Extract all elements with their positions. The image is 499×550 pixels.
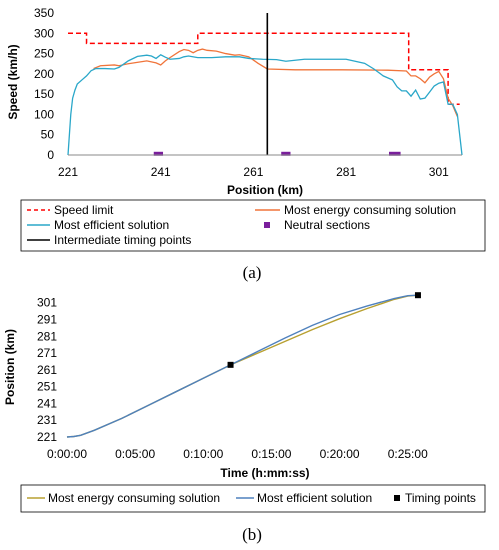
panel-a-speed-chart: Speed (km/h) 0 50 100 150 200 250 300 350 221 24… (6, 6, 486, 282)
panel-b-y-tick-label: 281 (37, 329, 57, 343)
legend-item-b-efficient: Most efficient solution (236, 491, 372, 505)
panel-a-x-tick-label: 301 (429, 165, 449, 179)
legend-item-timing-points: Intermediate timing points (27, 233, 191, 247)
panel-a-label: (a) (243, 263, 262, 282)
legend-label-efficient: Most efficient solution (54, 218, 169, 232)
panel-b-y-tick-label: 301 (37, 296, 57, 310)
panel-b-series (66, 292, 421, 438)
panel-a-legend-box (20, 199, 486, 252)
panel-a-y-tick-label: 50 (41, 128, 55, 142)
panel-b-y-tick-label: 271 (37, 346, 57, 360)
panel-b-label: (b) (242, 525, 262, 544)
neutral-section-marker (388, 151, 401, 156)
panel-b-y-tick-label: 261 (37, 363, 57, 377)
series-b-energy-consuming (66, 294, 419, 438)
legend-item-neutral-sections: Neutral sections (264, 218, 370, 232)
panel-b-ylabel: Position (km) (3, 329, 17, 405)
legend-label-speed-limit: Speed limit (54, 203, 114, 217)
panel-b-x-tick-label: 0:00:00 (47, 447, 87, 461)
panel-a-xlabel: Position (km) (227, 183, 303, 197)
panel-a-y-tick-label: 350 (34, 6, 54, 20)
series-b-efficient (66, 294, 418, 438)
legend-label-b-efficient: Most efficient solution (257, 491, 372, 505)
legend-item-b-energy-consuming: Most energy consuming solution (27, 491, 220, 505)
panel-a-x-tick-label: 261 (243, 165, 263, 179)
legend-swatch-neutral-sections (264, 222, 270, 228)
legend-label-neutral-sections: Neutral sections (284, 218, 370, 232)
panel-a-y-ticks: 0 50 100 150 200 250 300 350 (34, 6, 54, 162)
panel-a-x-tick-label: 221 (58, 165, 78, 179)
legend-item-energy-consuming: Most energy consuming solution (255, 203, 456, 217)
legend-label-energy-consuming: Most energy consuming solution (284, 203, 456, 217)
legend-label-timing-points: Intermediate timing points (54, 233, 191, 247)
panel-b-y-ticks: 221 231 241 251 261 271 281 291 301 (37, 296, 57, 444)
panel-b-x-tick-label: 0:05:00 (115, 447, 155, 461)
panel-a-y-tick-label: 0 (47, 148, 54, 162)
panel-b-position-chart: Position (km) 221 231 241 251 261 271 281 291 30… (3, 292, 486, 544)
timing-point-marker (414, 292, 421, 299)
panel-b-x-tick-label: 0:10:00 (183, 447, 223, 461)
neutral-section-marker (281, 151, 291, 156)
panel-b-x-tick-label: 0:25:00 (388, 447, 428, 461)
panel-b-y-tick-label: 221 (37, 430, 57, 444)
panel-b-x-tick-label: 0:20:00 (320, 447, 360, 461)
panel-a-y-tick-label: 150 (34, 87, 54, 101)
panel-b-x-ticks: 0:00:00 0:05:00 0:10:00 0:15:00 0:20:00 0:25:… (47, 447, 428, 461)
panel-b-y-tick-label: 241 (37, 396, 57, 410)
legend-item-speed-limit: Speed limit (27, 203, 114, 217)
neutral-section-marker (153, 151, 164, 156)
panel-b-xlabel: Time (h:mm:ss) (220, 466, 309, 480)
panel-a-y-tick-label: 200 (34, 67, 54, 81)
panel-a-y-tick-label: 100 (34, 107, 54, 121)
legend-label-b-energy-consuming: Most energy consuming solution (48, 491, 220, 505)
legend-label-b-timing-points: Timing points (405, 491, 476, 505)
panel-a-y-tick-label: 300 (34, 26, 54, 40)
panel-b-y-tick-label: 291 (37, 313, 57, 327)
timing-point-marker (227, 361, 234, 368)
series-speed-limit (68, 32, 460, 106)
panel-a-y-tick-label: 250 (34, 47, 54, 61)
panel-a-x-ticks: 221 241 261 281 301 (58, 165, 449, 179)
legend-swatch-b-timing-points (394, 495, 400, 501)
panel-a-x-tick-label: 281 (336, 165, 356, 179)
panel-a-ylabel: Speed (km/h) (6, 44, 20, 119)
legend-item-b-timing-points: Timing points (394, 491, 476, 505)
series-energy-consuming (93, 48, 458, 117)
series-efficient (67, 54, 463, 156)
panel-b-y-tick-label: 251 (37, 380, 57, 394)
panel-b-y-tick-label: 231 (37, 413, 57, 427)
panel-b-x-tick-label: 0:15:00 (251, 447, 291, 461)
panel-a-series (67, 13, 463, 156)
legend-item-efficient: Most efficient solution (27, 218, 169, 232)
panel-a-x-tick-label: 241 (151, 165, 171, 179)
